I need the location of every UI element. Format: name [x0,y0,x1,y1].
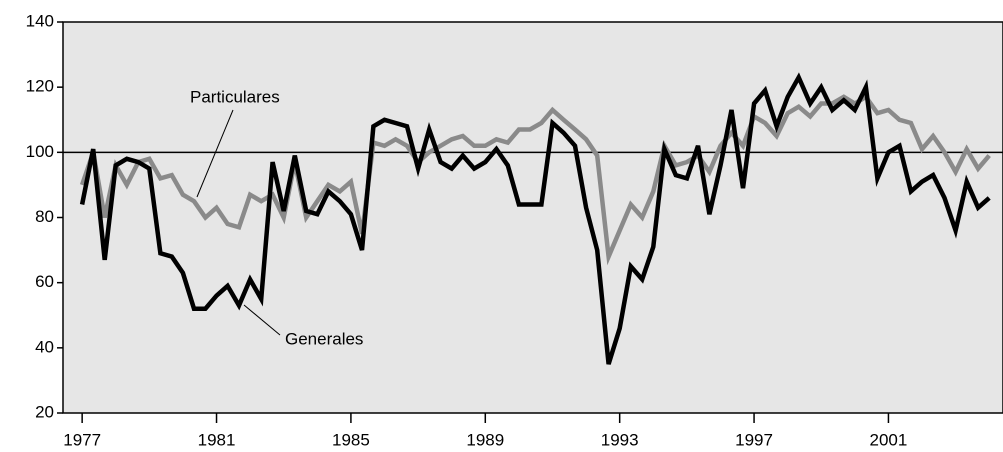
x-tick-label: 2001 [870,430,908,449]
series-line [79,72,991,365]
annotation: Generales [285,329,363,348]
leader-line [243,304,281,336]
x-tick-label: 1985 [332,430,370,449]
y-tick-label: 80 [35,207,54,226]
x-tick-label: 1977 [63,430,101,449]
leader-line [196,109,234,198]
annotation: Particulares [190,87,280,106]
series-line [79,93,991,266]
y-tick-label: 120 [26,77,54,96]
x-tick-label: 1981 [198,430,236,449]
y-tick-label: 20 [35,402,54,421]
y-tick-label: 140 [26,11,54,30]
y-tick-label: 100 [26,142,54,161]
y-tick-label: 60 [35,272,54,291]
x-tick-label: 1989 [466,430,504,449]
y-tick-label: 40 [35,337,54,356]
x-tick-label: 1993 [601,430,639,449]
plot-area [62,21,1003,414]
x-tick-label: 1997 [735,430,773,449]
